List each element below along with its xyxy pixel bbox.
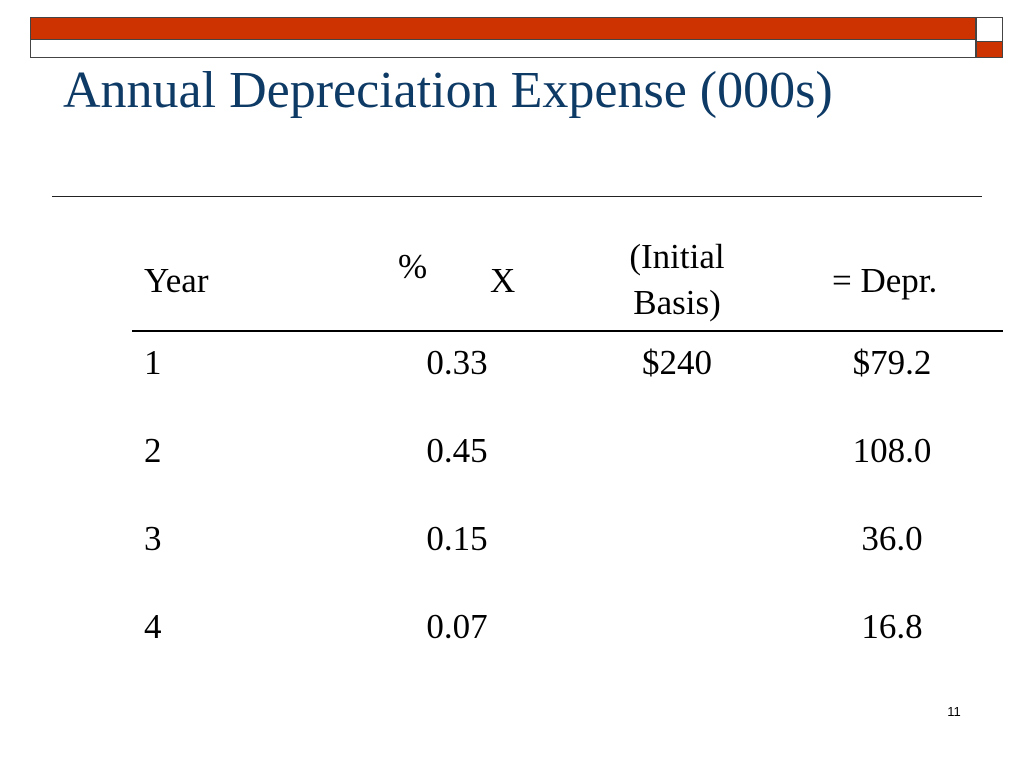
header-depreciation: = Depr. <box>832 261 938 300</box>
title-divider <box>52 196 982 197</box>
depreciation-table: Year % X (Initial Basis) = Depr. 1 0.33 … <box>132 234 1003 684</box>
cell-percent: 0.07 <box>426 607 488 646</box>
cell-year: 2 <box>144 431 162 470</box>
corner-box-top <box>976 17 1003 42</box>
cell-depreciation: 16.8 <box>861 607 923 646</box>
header-initial-basis: (Initial Basis) <box>629 237 725 322</box>
table-row: 2 0.45 108.0 <box>132 420 1003 508</box>
page-number: 11 <box>947 704 961 719</box>
cell-percent: 0.33 <box>426 343 488 382</box>
cell-depreciation: 108.0 <box>852 431 932 470</box>
header-times: X <box>490 261 516 300</box>
top-accent-bar <box>30 17 976 40</box>
header-percent: % <box>398 247 428 286</box>
cell-depreciation: $79.2 <box>852 343 932 382</box>
cell-basis: $240 <box>642 343 712 382</box>
table-row: 3 0.15 36.0 <box>132 508 1003 596</box>
slide-title: Annual Depreciation Expense (000s) <box>63 62 833 119</box>
cell-year: 3 <box>144 519 162 558</box>
cell-depreciation: 36.0 <box>861 519 923 558</box>
cell-percent: 0.45 <box>426 431 488 470</box>
table-row: 4 0.07 16.8 <box>132 596 1003 684</box>
top-bar-outline <box>30 40 976 58</box>
table-header-row: Year % X (Initial Basis) = Depr. <box>132 234 1003 332</box>
cell-percent: 0.15 <box>426 519 488 558</box>
corner-box-bottom <box>976 41 1003 58</box>
cell-year: 4 <box>144 607 162 646</box>
table-row: 1 0.33 $240 $79.2 <box>132 332 1003 420</box>
header-year: Year <box>144 261 209 300</box>
cell-year: 1 <box>144 343 162 382</box>
